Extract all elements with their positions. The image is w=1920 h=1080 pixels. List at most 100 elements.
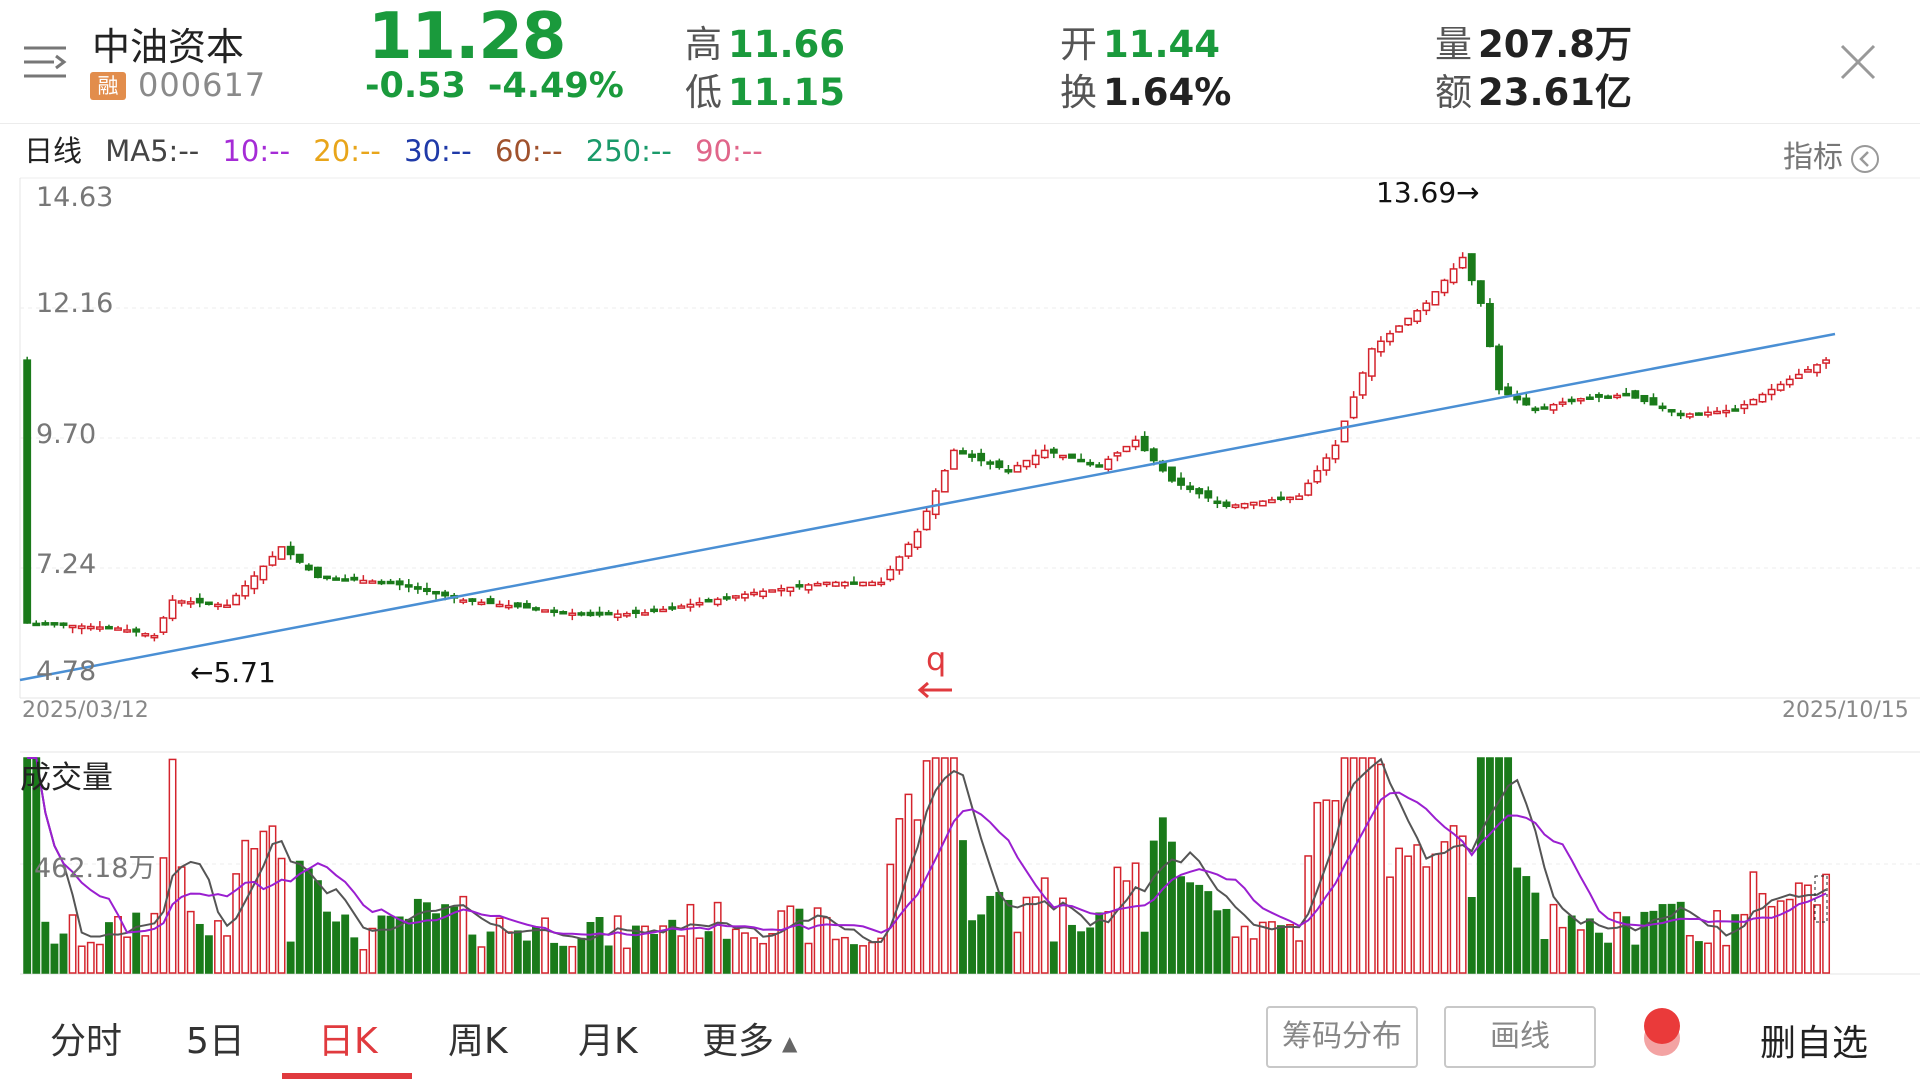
turnover-stat: 换 1.64% xyxy=(1060,62,1231,116)
price-change: -0.53 xyxy=(365,66,466,106)
candle-body xyxy=(722,596,731,600)
volume-bar xyxy=(722,938,731,974)
triangle-up-icon: ▲ xyxy=(782,1031,798,1055)
volume-bar xyxy=(1613,911,1622,974)
low-value: 11.15 xyxy=(728,71,846,114)
candle-body xyxy=(1222,501,1231,507)
candle-body xyxy=(804,584,813,591)
candle-body xyxy=(413,586,422,590)
volume-bar xyxy=(1122,880,1131,974)
candle-body xyxy=(1595,393,1603,398)
menu-icon[interactable] xyxy=(22,42,68,84)
candle-body xyxy=(395,580,404,586)
volume-bar xyxy=(795,908,804,974)
candle-body xyxy=(940,469,949,493)
volume-bar xyxy=(1803,884,1812,974)
candle-body xyxy=(1685,413,1694,418)
volume-bar xyxy=(513,930,522,974)
tab-more[interactable]: 更多 ▲ xyxy=(702,1012,797,1064)
close-icon[interactable] xyxy=(1838,42,1878,82)
volume-bar xyxy=(1576,929,1585,974)
candle-body xyxy=(141,633,150,637)
volume-bar xyxy=(223,935,231,974)
candle-body xyxy=(68,624,77,629)
volume-bar xyxy=(913,819,922,974)
candle-body xyxy=(486,598,495,605)
candle-body xyxy=(622,612,631,617)
candle-body xyxy=(541,609,549,613)
candle-body xyxy=(86,625,95,630)
volume-bar xyxy=(713,901,722,974)
remove-favorite-button[interactable]: 删自选 xyxy=(1760,1023,1869,1064)
candle-body xyxy=(522,602,531,609)
volume-bar xyxy=(613,915,622,974)
volume-bar xyxy=(268,825,277,974)
candle-body xyxy=(1631,390,1640,399)
draw-line-button[interactable]: 画线 xyxy=(1444,1006,1596,1068)
volume-bar xyxy=(350,937,359,974)
return-arrow-icon[interactable] xyxy=(917,681,952,699)
candle-body xyxy=(704,598,713,603)
volume-bar xyxy=(532,926,540,974)
volume-bar xyxy=(859,945,867,974)
chip-distribution-button[interactable]: 筹码分布 xyxy=(1266,1006,1418,1068)
candle-body xyxy=(1395,325,1404,333)
price-change-row: -0.53 -4.49% xyxy=(365,66,646,106)
candle-body xyxy=(695,601,704,606)
candle-body xyxy=(1713,410,1721,415)
candle-body xyxy=(1186,485,1195,491)
volume-bar xyxy=(1495,757,1503,974)
tab-daily-k[interactable]: 日K xyxy=(318,1021,378,1062)
volume-bar xyxy=(586,921,595,974)
candle-body xyxy=(668,606,677,610)
tab-monthly-k[interactable]: 月K xyxy=(578,1021,638,1062)
volume-bar xyxy=(1277,925,1285,974)
volume-bar xyxy=(1168,841,1176,974)
candle-body xyxy=(250,575,259,590)
volume-bar xyxy=(1604,942,1612,974)
candle-body xyxy=(1113,452,1122,457)
candle-body xyxy=(323,575,331,580)
volume-bar xyxy=(1676,901,1685,974)
tab-intraday[interactable]: 分时 xyxy=(50,1021,123,1062)
candle-body xyxy=(1531,407,1540,412)
volume-bar xyxy=(1286,924,1294,974)
volume-bar xyxy=(1440,841,1449,974)
margin-trading-badge: 融 xyxy=(90,72,126,100)
volume-bar xyxy=(759,942,768,974)
y-label-4: 7.24 xyxy=(36,549,97,580)
volume-bar xyxy=(968,920,976,974)
tab-5day[interactable]: 5日 xyxy=(186,1021,245,1062)
candle-body xyxy=(132,628,141,633)
y-label-2: 12.16 xyxy=(36,288,114,319)
candle-body xyxy=(59,622,68,626)
volume-bar xyxy=(1177,876,1185,974)
y-label-bottom: 4.78 xyxy=(36,656,97,687)
volume-bar xyxy=(1404,855,1413,974)
candle-body xyxy=(332,577,341,581)
volume-bar xyxy=(1267,921,1276,974)
candle-body xyxy=(495,603,504,608)
record-dot-icon[interactable] xyxy=(1640,1006,1684,1058)
volume-bar xyxy=(1522,876,1531,974)
candle-body xyxy=(1122,445,1131,453)
candle-body xyxy=(368,580,377,584)
indicator-button[interactable]: 指标 xyxy=(1783,132,1881,176)
candle-body xyxy=(613,613,622,619)
volume-bar xyxy=(986,895,995,974)
start-date: 2025/03/12 xyxy=(22,698,149,723)
candle-body xyxy=(1058,454,1067,459)
volume-bar xyxy=(468,934,477,974)
volume-bar xyxy=(940,757,949,974)
volume-bar xyxy=(286,941,295,974)
volume-bar xyxy=(1113,866,1122,974)
volume-bar xyxy=(659,925,668,974)
tab-weekly-k[interactable]: 周K xyxy=(448,1021,508,1062)
candle-body xyxy=(604,611,613,616)
volume-bar xyxy=(77,945,86,974)
volume-bar xyxy=(1476,757,1485,974)
volume-bar xyxy=(668,919,677,974)
candle-body xyxy=(377,580,386,585)
volume-bar xyxy=(1140,931,1149,974)
